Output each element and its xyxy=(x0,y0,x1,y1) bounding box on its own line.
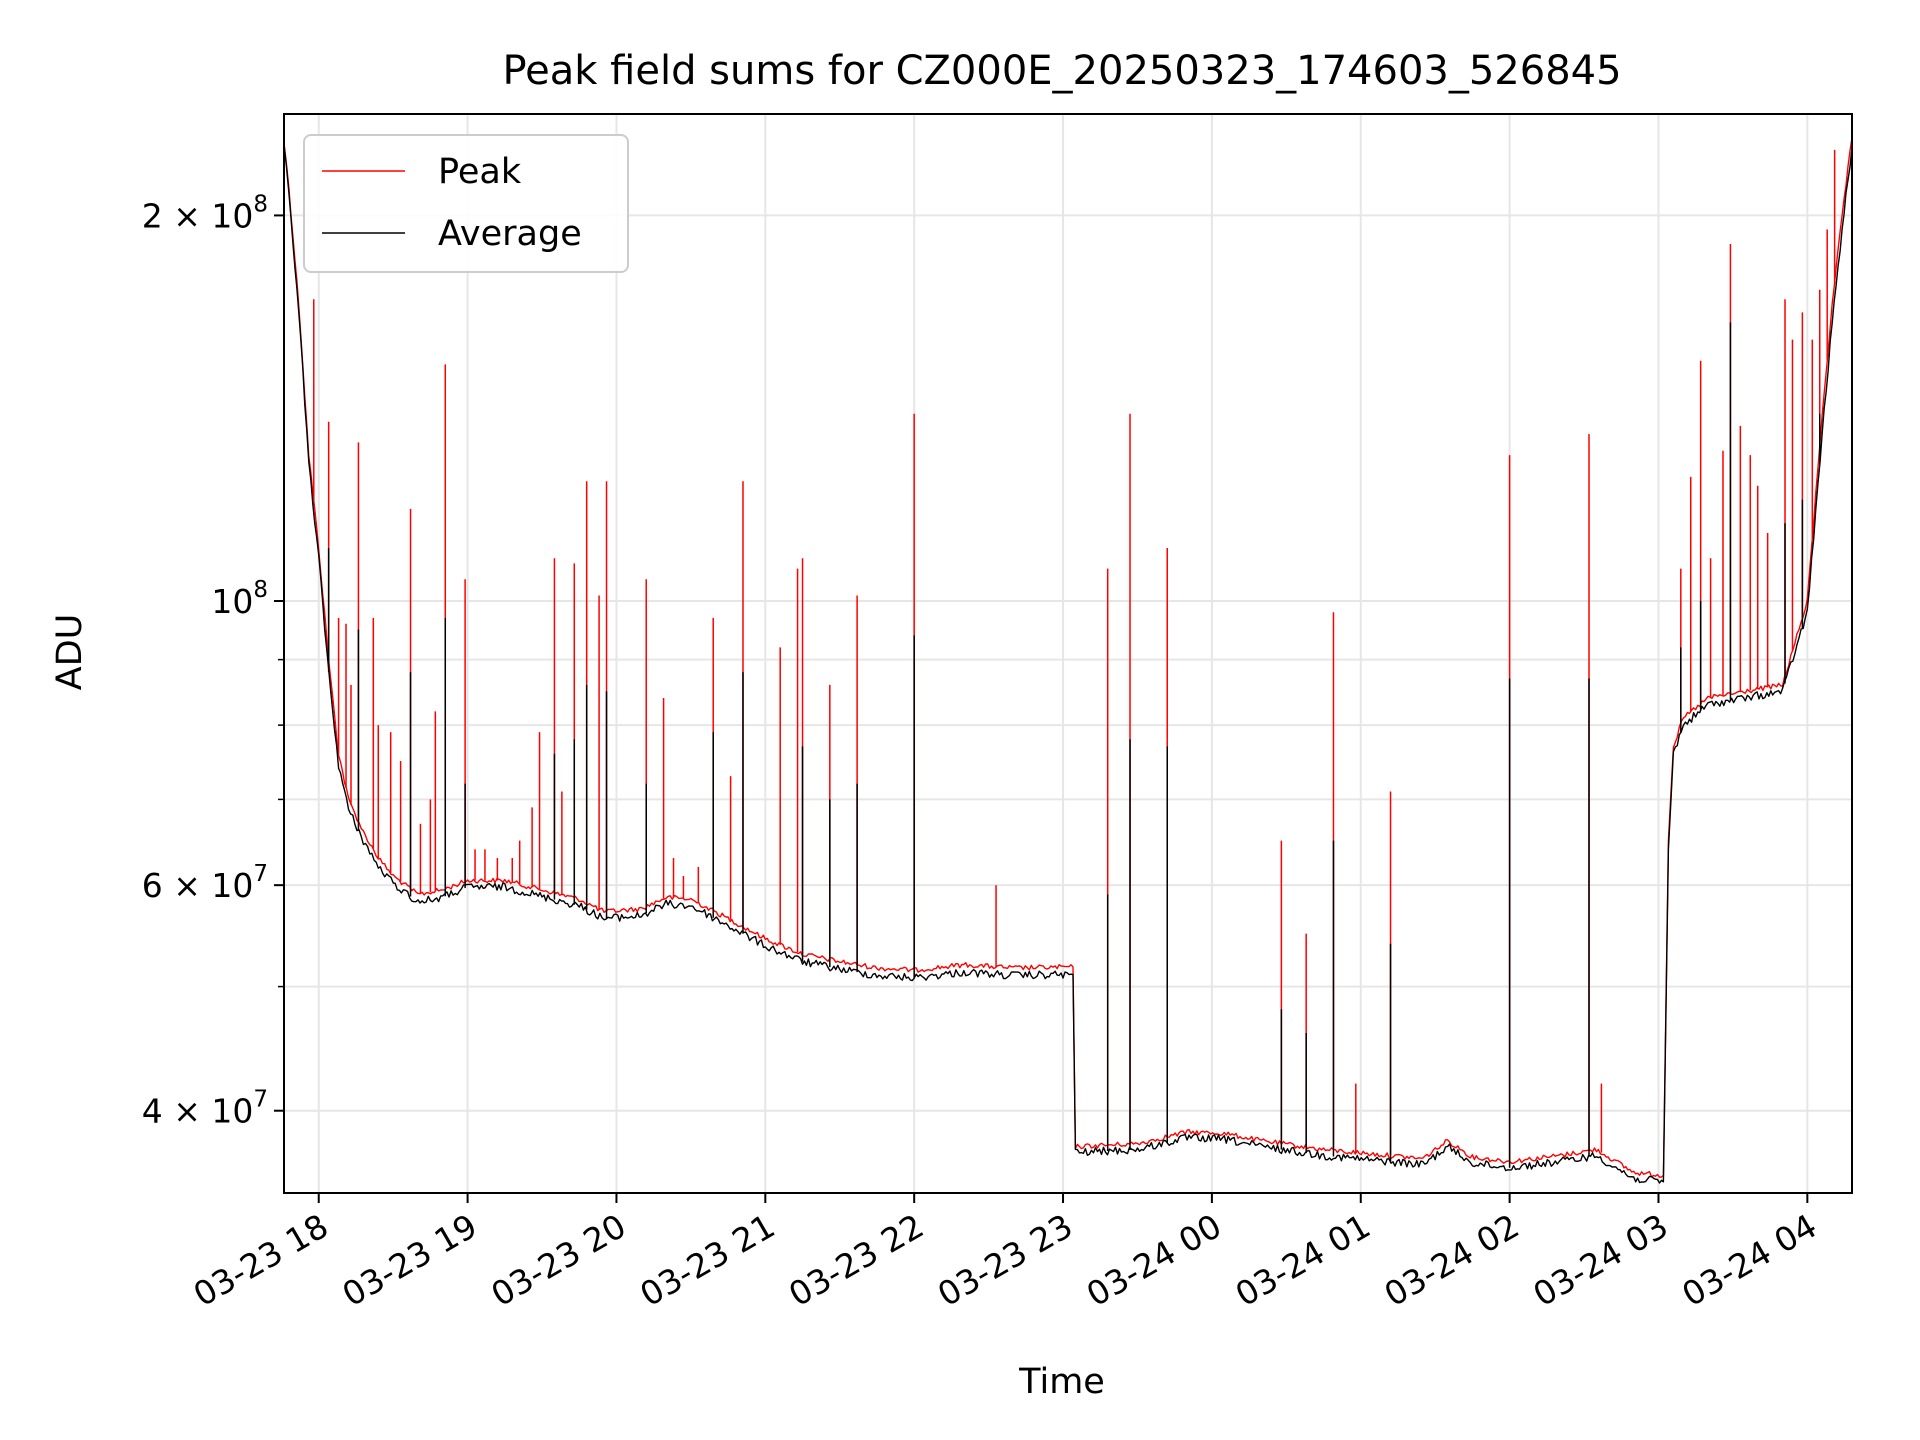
legend-label-average: Average xyxy=(438,214,582,254)
y-tick-label-base: 10 xyxy=(211,582,253,621)
y-tick-label-exponent: 7 xyxy=(253,1087,268,1113)
series-layer xyxy=(283,137,1853,1184)
legend: Peak Average xyxy=(303,134,629,273)
y-tick-label: 108 xyxy=(211,577,268,621)
y-tick-label: 2 × 108 xyxy=(142,191,268,235)
y-tick-label-exponent: 8 xyxy=(253,191,268,217)
legend-label-peak: Peak xyxy=(438,152,522,192)
y-tick-label-base: 2 × 10 xyxy=(142,196,254,235)
y-tick-label-exponent: 8 xyxy=(253,577,268,603)
y-tick-label-base: 4 × 10 xyxy=(142,1092,254,1131)
chart-title: Peak field sums for CZ000E_20250323_1746… xyxy=(502,48,1621,94)
legend-box xyxy=(303,134,629,273)
y-tick-label: 4 × 107 xyxy=(142,1087,268,1131)
x-axis-label: Time xyxy=(1018,1362,1105,1402)
y-tick-label-base: 6 × 10 xyxy=(142,866,254,905)
y-tick-label: 6 × 107 xyxy=(142,861,268,905)
y-axis-label: ADU xyxy=(50,614,90,691)
grid xyxy=(284,114,1852,1193)
plot-frame xyxy=(283,113,1853,1194)
series-average xyxy=(283,143,1853,1184)
y-tick-label-exponent: 7 xyxy=(253,861,268,887)
